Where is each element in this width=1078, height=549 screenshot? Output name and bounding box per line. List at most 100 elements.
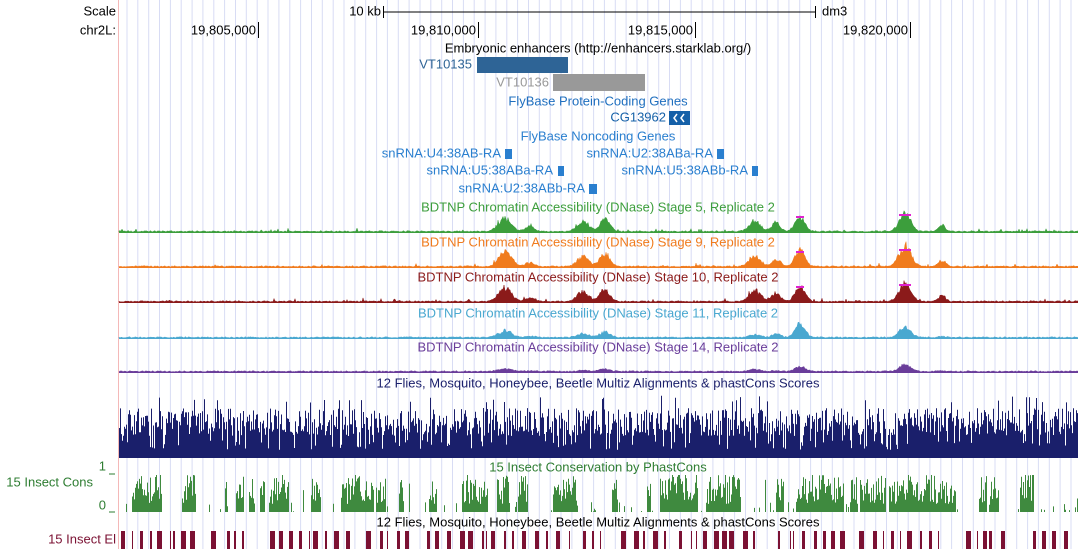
track-title: BDTNP Chromatin Accessibility (DNase) St…	[421, 199, 775, 214]
signal	[118, 280, 1078, 303]
conserved-element	[643, 531, 645, 549]
feature-label: VT10136	[496, 74, 549, 89]
conserved-element	[211, 531, 216, 549]
gene-feature[interactable]	[505, 149, 512, 159]
conserved-element	[522, 531, 526, 549]
conserved-element	[634, 531, 639, 549]
conserved-element	[621, 531, 626, 549]
conserved-element	[1001, 531, 1005, 549]
conserved-element	[380, 531, 383, 549]
conserved-element	[299, 531, 302, 549]
enhancer-feature[interactable]	[477, 57, 568, 73]
conserved-element	[790, 531, 791, 549]
feature-label: snRNA:U5:38ABa-RA	[427, 162, 554, 177]
conserved-element	[121, 531, 125, 549]
conserved-element	[989, 531, 992, 549]
conserved-element	[387, 531, 388, 549]
conserved-element	[883, 531, 884, 549]
conserved-element	[664, 531, 666, 549]
conserved-element	[427, 531, 430, 549]
ruler-label: 19,815,000	[628, 22, 693, 37]
ruler-label: 19,820,000	[843, 22, 908, 37]
conserved-element	[242, 531, 244, 549]
conserved-element	[814, 531, 817, 549]
conserved-element	[592, 531, 594, 549]
conserved-element	[873, 531, 877, 549]
conserved-element	[309, 531, 310, 549]
dnase-tracks: BDTNP Chromatin Accessibility (DNase) St…	[118, 199, 1078, 373]
gene-feature[interactable]	[669, 111, 690, 125]
conserved-element	[170, 531, 171, 549]
feature-label: snRNA:U5:38ABb-RA	[622, 162, 749, 177]
track-title: FlyBase Noncoding Genes	[521, 128, 676, 143]
conserved-element	[920, 531, 922, 549]
axis-tick	[109, 473, 115, 513]
conserved-element	[157, 531, 162, 549]
strand-arrow	[673, 113, 685, 123]
clip-mark	[899, 284, 911, 286]
conserved-element	[1042, 531, 1046, 549]
conserved-element	[512, 531, 514, 549]
conserved-element	[907, 531, 912, 549]
conserved-element	[491, 531, 495, 549]
conserved-element	[802, 531, 805, 549]
conserved-element	[234, 531, 236, 549]
track-title: 12 Flies, Mosquito, Honeybee, Beetle Mul…	[377, 375, 820, 390]
conserved-element	[966, 531, 971, 549]
conserved-element	[190, 531, 195, 549]
conserved-element	[504, 531, 506, 549]
conserved-element	[696, 531, 697, 549]
conserved-element	[778, 531, 780, 549]
guideline	[126, 0, 1072, 549]
gene-feature[interactable]	[717, 149, 724, 159]
track-title: BDTNP Chromatin Accessibility (DNase) St…	[421, 234, 775, 249]
conserved-element	[132, 531, 133, 549]
scale-bar	[383, 6, 816, 18]
conserved-element	[535, 531, 539, 549]
ruler: 19,805,000 19,810,000 19,815,000 19,820,000	[191, 22, 911, 38]
conserved-element	[366, 531, 371, 549]
gene-feature[interactable]	[558, 166, 564, 176]
feature-label: snRNA:U2:38ABa-RA	[587, 145, 714, 160]
signal	[118, 321, 1078, 339]
conserved-element	[753, 531, 755, 549]
scale-assembly: dm3	[822, 3, 847, 18]
conserved-element	[859, 531, 864, 549]
feature-label: snRNA:U4:38AB-RA	[382, 145, 502, 160]
conserved-element	[679, 531, 682, 549]
scale-length: 10 kb	[349, 3, 381, 18]
conserved-element	[840, 531, 845, 549]
enhancer-feature[interactable]	[553, 74, 645, 91]
conserved-element	[313, 531, 318, 549]
gene-feature[interactable]	[752, 166, 758, 176]
conserved-element	[823, 531, 826, 549]
conserved-element	[556, 531, 560, 549]
conserved-element	[714, 531, 719, 549]
conserved-element	[173, 531, 175, 549]
conserved-element	[289, 531, 293, 549]
conserved-element	[546, 531, 548, 549]
feature-label: VT10135	[419, 56, 472, 71]
ruler-label: 19,810,000	[411, 22, 476, 37]
conserved-element	[270, 531, 275, 549]
conserved-element	[703, 531, 707, 549]
conserved-element	[929, 531, 932, 549]
conserved-element	[983, 531, 987, 549]
signal	[118, 210, 1078, 233]
gene-feature[interactable]	[589, 184, 597, 194]
conserved-element	[977, 531, 978, 549]
conserved-element	[346, 531, 350, 549]
conserved-element	[722, 531, 727, 549]
scale-label: Scale	[83, 3, 116, 18]
conserved-element	[1052, 531, 1056, 549]
conserved-element	[1033, 531, 1036, 549]
conserved-element	[600, 531, 601, 549]
conserved-element	[938, 531, 939, 549]
conserved-element	[460, 531, 465, 549]
conserved-element	[140, 531, 143, 549]
track-title: BDTNP Chromatin Accessibility (DNase) St…	[418, 305, 778, 320]
conserved-element	[583, 531, 586, 549]
track-title: Embryonic enhancers (http://enhancers.st…	[445, 40, 751, 55]
track-title: BDTNP Chromatin Accessibility (DNase) St…	[417, 339, 778, 354]
clip-mark	[899, 214, 911, 216]
